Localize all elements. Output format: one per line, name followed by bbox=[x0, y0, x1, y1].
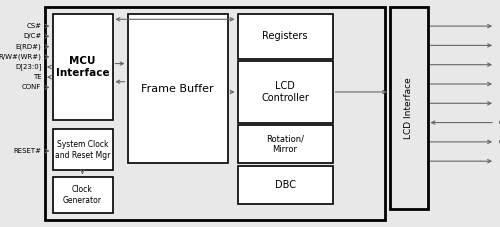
Bar bbox=[45, 7, 385, 220]
Text: LFRAME: LFRAME bbox=[499, 23, 500, 29]
Bar bbox=[238, 61, 332, 123]
Text: MCU
Interface: MCU Interface bbox=[56, 56, 110, 78]
Text: LLINE: LLINE bbox=[499, 42, 500, 48]
Text: D[23:0]: D[23:0] bbox=[15, 64, 42, 70]
Text: LSHIFT: LSHIFT bbox=[499, 62, 500, 68]
Text: GAMAS[1:0]: GAMAS[1:0] bbox=[499, 138, 500, 145]
Text: RESET#: RESET# bbox=[14, 148, 42, 154]
Text: PWM: PWM bbox=[499, 158, 500, 164]
Text: Clock
Generator: Clock Generator bbox=[63, 185, 102, 205]
Text: DBC: DBC bbox=[274, 180, 295, 190]
Text: GPIO[3:0]: GPIO[3:0] bbox=[499, 119, 500, 126]
Bar bbox=[52, 129, 112, 170]
Bar bbox=[128, 14, 228, 163]
Text: LDATA[23:0]: LDATA[23:0] bbox=[499, 81, 500, 87]
Bar bbox=[390, 7, 428, 209]
Text: E(RD#): E(RD#) bbox=[16, 43, 42, 50]
Text: D/C#: D/C# bbox=[23, 33, 42, 39]
Text: LDEN: LDEN bbox=[499, 100, 500, 106]
Text: CONF: CONF bbox=[22, 84, 42, 90]
Text: System Clock
and Reset Mgr: System Clock and Reset Mgr bbox=[55, 140, 110, 160]
Text: LCD
Controller: LCD Controller bbox=[261, 81, 309, 103]
Bar bbox=[52, 177, 112, 213]
Text: Frame Buffer: Frame Buffer bbox=[141, 84, 214, 94]
Bar bbox=[238, 125, 332, 163]
Text: TE: TE bbox=[33, 74, 42, 80]
Text: Registers: Registers bbox=[262, 31, 308, 41]
Text: R/W#(WR#): R/W#(WR#) bbox=[0, 54, 42, 60]
Text: LCD Interface: LCD Interface bbox=[404, 77, 413, 139]
Bar bbox=[238, 166, 332, 204]
Text: CS#: CS# bbox=[26, 23, 42, 29]
Text: Rotation/
Mirror: Rotation/ Mirror bbox=[266, 134, 304, 154]
Bar bbox=[238, 14, 332, 59]
Bar bbox=[52, 14, 112, 120]
